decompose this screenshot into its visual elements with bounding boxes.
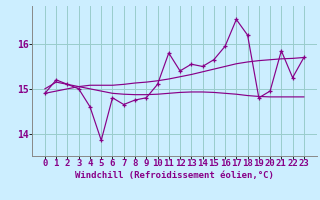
X-axis label: Windchill (Refroidissement éolien,°C): Windchill (Refroidissement éolien,°C) [75,171,274,180]
